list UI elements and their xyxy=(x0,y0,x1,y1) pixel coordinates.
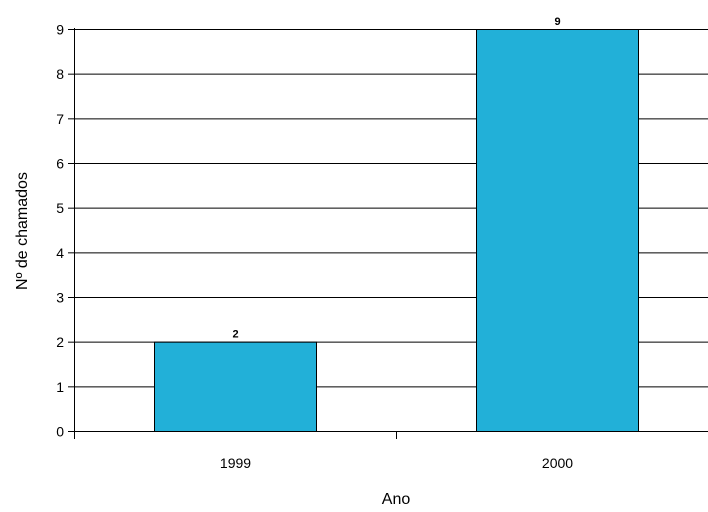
data-label-1999: 2 xyxy=(232,329,238,341)
y-tick-label-2: 2 xyxy=(56,334,64,350)
bars xyxy=(154,29,639,432)
y-tick-label-4: 4 xyxy=(56,245,64,261)
data-label-2000: 9 xyxy=(554,16,560,28)
x-tick-labels: 1999 2000 xyxy=(220,455,573,471)
y-axis-title: Nº de chamados xyxy=(14,172,31,290)
y-tick-label-9: 9 xyxy=(56,22,64,38)
y-tick-label-7: 7 xyxy=(56,111,64,127)
y-tick-labels: 0 1 2 3 4 5 6 7 8 9 xyxy=(56,22,64,440)
y-tick-label-5: 5 xyxy=(56,200,64,216)
y-tick-label-3: 3 xyxy=(56,290,64,306)
x-axis-title: Ano xyxy=(382,491,411,508)
bar-2000 xyxy=(476,29,639,432)
y-tick-label-8: 8 xyxy=(56,66,64,82)
y-tick-label-6: 6 xyxy=(56,156,64,172)
x-tick-label-1999: 1999 xyxy=(220,455,251,471)
y-tick-label-1: 1 xyxy=(56,379,64,395)
y-tick-label-0: 0 xyxy=(56,424,64,440)
data-labels: 29 xyxy=(232,16,560,341)
x-tick-label-2000: 2000 xyxy=(542,455,573,471)
axes xyxy=(68,28,708,439)
bar-1999 xyxy=(154,341,317,432)
